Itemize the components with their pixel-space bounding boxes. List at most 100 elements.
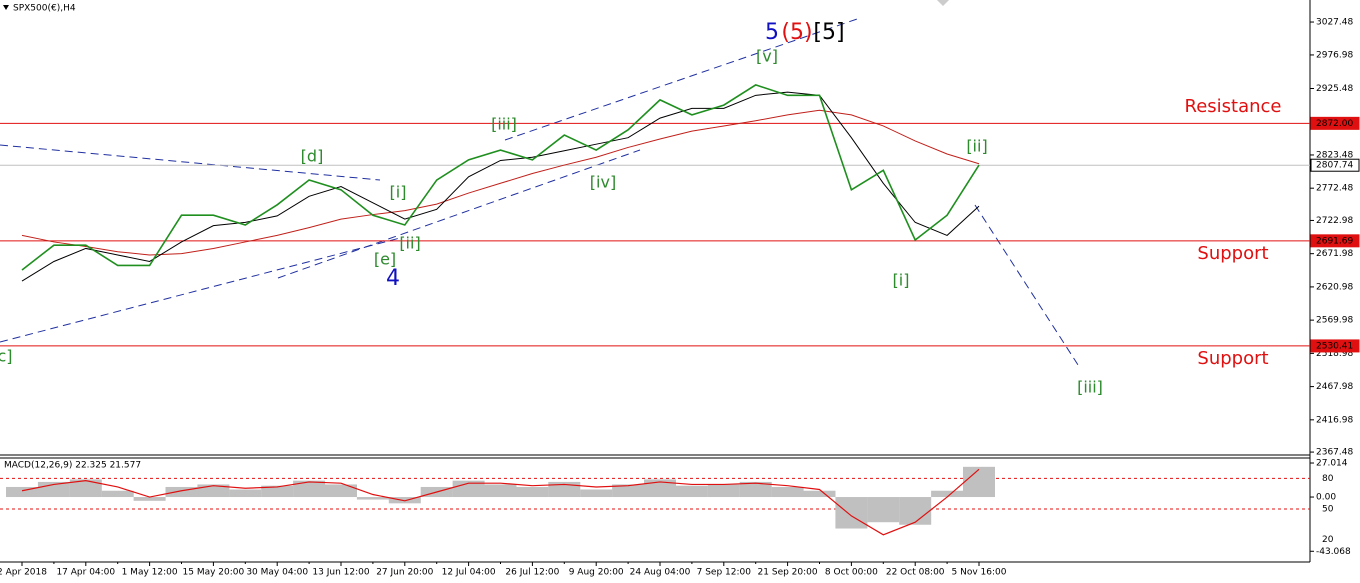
macd-bar (229, 489, 262, 498)
x-tick-label: 24 Aug 04:00 (630, 568, 691, 578)
x-tick-label: 12 Jul 04:00 (442, 568, 496, 578)
wave-label: (5) (781, 20, 812, 45)
macd-bar (484, 484, 517, 498)
macd-bar (771, 486, 804, 498)
macd-bar (803, 490, 836, 498)
wave-label: [v] (756, 47, 778, 66)
level-label: 2872.00 (1316, 119, 1353, 129)
level-box (1310, 158, 1360, 172)
macd-bar (356, 497, 389, 500)
macd-bar (835, 497, 868, 529)
trendlines (0, 17, 1081, 369)
scroll-marker (937, 0, 949, 6)
y-tick-label: 3027.48 (1316, 18, 1353, 28)
macd-tick-label: 27.014 (1316, 459, 1348, 469)
x-tick-label: 9 Aug 20:00 (569, 568, 624, 578)
macd-bar (452, 480, 485, 498)
macd-bar (388, 497, 421, 504)
y-tick-label: 2976.98 (1316, 50, 1353, 60)
level-label: 2530.41 (1316, 341, 1353, 351)
y-tick-label: 2620.98 (1316, 282, 1353, 292)
macd-bar (69, 479, 102, 498)
x-tick-label: 26 Jul 12:00 (505, 568, 559, 578)
y-tick-label: 2722.98 (1316, 216, 1353, 226)
macd-bar (707, 484, 740, 498)
macd-bar (325, 484, 357, 498)
level-label: 2807.74 (1316, 161, 1353, 171)
wave-label: [ii] (399, 234, 420, 253)
macd-bar (739, 481, 772, 498)
wave-label: 5 (765, 20, 779, 45)
level-label: 2691.69 (1316, 236, 1353, 246)
macd-level-label: 80 (1322, 474, 1334, 484)
macd-bar (548, 481, 581, 498)
x-tick-label: 7 Sep 12:00 (697, 568, 752, 578)
wave-label: [iii] (1077, 378, 1103, 397)
wave-label: c] (0, 347, 13, 366)
chart-title: SPX500(€),H4 (13, 4, 76, 14)
x-tick-label: 27 Jun 20:00 (376, 568, 433, 578)
x-tick-label: 15 May 20:00 (183, 568, 245, 578)
menu-arrow (3, 5, 9, 10)
macd-bar (197, 484, 230, 498)
wave-label: [iii] (491, 115, 517, 134)
x-tick-label: 21 Sep 20:00 (758, 568, 818, 578)
wave-label: [e] (374, 250, 396, 269)
macd-bar (6, 486, 38, 498)
macd-bar (644, 479, 676, 498)
wave-label: 4 (386, 266, 400, 291)
x-tick-label: 5 Nov 16:00 (952, 568, 1007, 578)
x-tick-label: 2 Apr 2018 (0, 568, 47, 578)
x-tick-label: 13 Jun 12:00 (312, 568, 369, 578)
macd-tick-label: 0.00 (1316, 493, 1336, 503)
price-line (21, 84, 980, 271)
macd-bar (675, 485, 708, 498)
x-tick-label: 1 May 12:00 (122, 568, 178, 578)
y-tick-label: 2569.98 (1316, 316, 1353, 326)
macd-bar (516, 486, 549, 498)
level-box (1310, 339, 1360, 353)
x-tick-label: 8 Oct 00:00 (825, 568, 878, 578)
x-tick-label: 22 Oct 08:00 (886, 568, 945, 578)
macd-bar (867, 497, 900, 523)
y-tick-label: 2671.98 (1316, 249, 1353, 259)
level-box (1310, 116, 1360, 130)
wave-label: [i] (893, 271, 910, 290)
y-tick-label: 2467.98 (1316, 382, 1353, 392)
wave-label: [iv] (590, 173, 616, 192)
macd-signal (21, 468, 980, 536)
macd-bar (165, 486, 198, 498)
zone-label: Support (1197, 243, 1268, 264)
wave-label: [d] (301, 147, 324, 166)
moving-average (21, 109, 980, 256)
level-box (1310, 234, 1360, 248)
macd-bar (612, 484, 645, 498)
macd-bar (899, 497, 932, 525)
y-tick-label: 2925.48 (1316, 84, 1353, 94)
y-tick-label: 2518.98 (1316, 349, 1353, 359)
zone-label: Support (1197, 348, 1268, 369)
macd-tick-label: -43.068 (1316, 547, 1351, 557)
x-tick-label: 17 Apr 04:00 (56, 568, 115, 578)
y-tick-label: 2416.98 (1316, 415, 1353, 425)
macd-bar (580, 489, 613, 498)
zone-label: Resistance (1185, 96, 1282, 117)
macd-title: MACD(12,26,9) 22.325 21.577 (4, 461, 141, 471)
macd-level-label: 50 (1322, 505, 1334, 515)
wave-label: [ii] (966, 137, 987, 156)
macd-bar (293, 480, 326, 498)
wave-label: [5] (813, 20, 844, 45)
y-tick-label: 2823.48 (1316, 150, 1353, 160)
macd-bar (261, 485, 294, 498)
wave-label: [i] (390, 183, 407, 202)
macd-bar (101, 490, 134, 498)
x-tick-label: 30 May 04:00 (246, 568, 308, 578)
macd-bar (931, 490, 964, 498)
y-tick-label: 2367.48 (1316, 448, 1353, 458)
y-tick-label: 2772.48 (1316, 184, 1353, 194)
macd-bar (963, 466, 995, 498)
macd-level-label: 20 (1322, 535, 1334, 545)
macd-bar (133, 497, 166, 501)
